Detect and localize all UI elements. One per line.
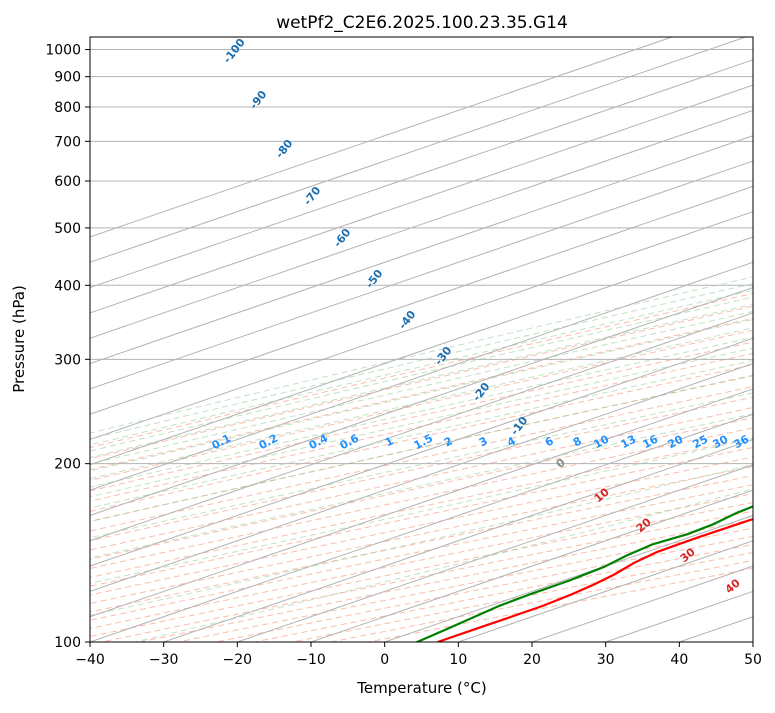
dry-adiabat-label: -80 <box>273 137 296 161</box>
dry-adiabat-label: -70 <box>301 184 324 208</box>
mixing-ratio-label: 0.2 <box>257 432 280 453</box>
dry-adiabat-label: -90 <box>247 88 270 112</box>
y-tick-label: 800 <box>54 100 81 116</box>
y-axis-label: Pressure (hPa) <box>10 285 28 393</box>
x-axis: −40 −30 −20 −10 0 10 20 30 40 50 <box>75 642 762 668</box>
dry-adiabat <box>331 37 775 642</box>
mixing-ratio-label: 3 <box>477 434 490 449</box>
x-tick-label: −30 <box>149 652 179 668</box>
isotherm <box>90 37 775 642</box>
y-tick-label: 100 <box>54 635 81 651</box>
x-tick-label: 40 <box>670 652 688 668</box>
y-tick-label: 700 <box>54 134 81 150</box>
y-tick-label: 400 <box>54 278 81 294</box>
y-tick-label: 1000 <box>45 43 81 59</box>
dry-adiabat-label: -100 <box>221 36 248 66</box>
moist-adiabat-label: 40 <box>723 576 743 596</box>
x-tick-label: −20 <box>223 652 253 668</box>
mixing-ratio-label: 16 <box>641 432 661 451</box>
mixing-ratio-label: 6 <box>543 434 556 449</box>
chart-title: wetPf2_C2E6.2025.100.23.35.G14 <box>276 13 568 33</box>
x-tick-label: −10 <box>296 652 326 668</box>
isotherm <box>0 37 746 642</box>
dry-adiabat <box>369 37 775 642</box>
y-tick-label: 200 <box>54 457 81 473</box>
mixing-ratio-label: 25 <box>691 433 711 452</box>
moist-adiabat-label: 30 <box>678 545 698 565</box>
y-tick-label: 300 <box>54 352 81 368</box>
x-tick-label: 50 <box>744 652 762 668</box>
mixing-ratio-label: 2 <box>442 434 455 449</box>
x-tick-label: 20 <box>523 652 541 668</box>
x-tick-label: 10 <box>449 652 467 668</box>
x-tick-label: 0 <box>380 652 389 668</box>
dry-adiabat-label: -50 <box>363 267 386 291</box>
moist-adiabat-label: 10 <box>592 485 612 505</box>
x-tick-label: −40 <box>75 652 105 668</box>
y-tick-label: 900 <box>54 70 81 86</box>
isotherm <box>753 37 775 642</box>
x-tick-label: 30 <box>597 652 615 668</box>
dry-adiabat <box>254 37 775 642</box>
y-tick-label: 500 <box>54 221 81 237</box>
y-axis: 100 200 300 400 500 600 700 800 900 1000 <box>45 43 90 651</box>
x-axis-label: Temperature (°C) <box>356 679 486 697</box>
plot-frame <box>90 37 753 642</box>
y-tick-label: 600 <box>54 174 81 190</box>
moist-adiabat-label: 20 <box>634 515 654 535</box>
